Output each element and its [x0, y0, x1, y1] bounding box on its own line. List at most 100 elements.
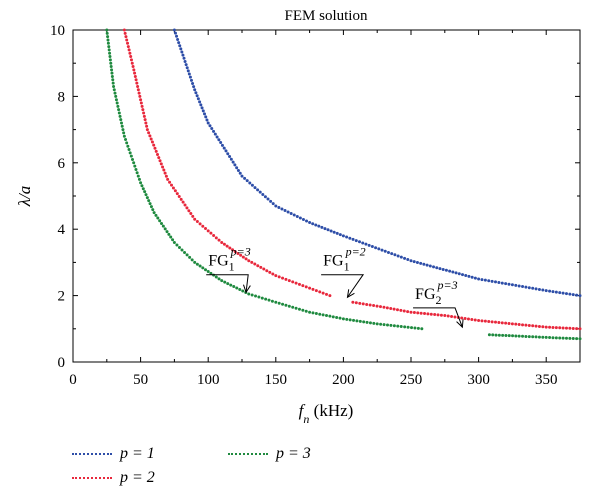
data-point — [439, 313, 443, 317]
data-point — [410, 326, 414, 330]
data-point — [187, 72, 191, 76]
data-point — [291, 305, 295, 309]
data-point — [419, 261, 423, 265]
data-point — [203, 112, 207, 116]
data-point — [229, 283, 233, 287]
data-point — [320, 225, 324, 229]
data-point — [111, 78, 115, 82]
data-point — [571, 326, 575, 330]
data-point — [568, 292, 572, 296]
data-point — [564, 326, 568, 330]
data-point — [126, 45, 130, 49]
data-point — [534, 335, 538, 339]
legend-label-p1: p = 1 — [120, 445, 155, 462]
data-point — [524, 285, 528, 289]
data-point — [193, 217, 197, 221]
data-point — [122, 134, 126, 138]
data-point — [265, 269, 269, 273]
data-point — [112, 84, 116, 88]
data-point — [253, 186, 257, 190]
data-point — [142, 111, 146, 115]
data-point — [575, 293, 579, 297]
data-point — [148, 134, 152, 138]
data-point — [171, 238, 175, 242]
data-point — [167, 232, 171, 236]
data-point — [253, 262, 257, 266]
data-point — [365, 320, 369, 324]
data-point — [425, 263, 429, 267]
data-point — [159, 221, 163, 225]
data-point — [321, 291, 325, 295]
x-axis-title-unit: (kHz) — [309, 401, 353, 420]
data-point — [490, 279, 494, 283]
data-point — [147, 131, 151, 135]
data-point — [314, 289, 318, 293]
data-point — [305, 219, 309, 223]
data-point — [419, 311, 423, 315]
data-point — [331, 315, 335, 319]
data-point — [393, 253, 397, 257]
plot-frame — [72, 29, 581, 363]
data-point — [209, 271, 213, 275]
data-point — [161, 165, 165, 169]
data-point — [284, 303, 288, 307]
data-point — [152, 143, 156, 147]
data-point — [283, 208, 287, 212]
data-point — [467, 274, 471, 278]
data-point — [396, 324, 400, 328]
data-point — [450, 315, 454, 319]
data-point — [114, 98, 118, 102]
data-point — [292, 213, 296, 217]
legend: p = 1 p = 2 p = 3 — [72, 445, 392, 491]
series-p2 — [351, 300, 582, 331]
data-point — [136, 88, 140, 92]
data-point — [314, 312, 318, 316]
data-point — [561, 336, 565, 340]
data-point — [274, 300, 278, 304]
data-point — [132, 68, 136, 72]
data-point — [217, 238, 221, 242]
data-point — [443, 314, 447, 318]
data-point — [271, 272, 275, 276]
data-point — [311, 311, 315, 315]
data-point — [150, 140, 154, 144]
data-point — [236, 251, 240, 255]
data-point — [517, 322, 521, 326]
data-point — [193, 88, 197, 92]
data-point — [291, 280, 295, 284]
data-point — [115, 101, 119, 105]
data-point — [504, 334, 508, 338]
data-point — [531, 286, 535, 290]
data-point — [214, 236, 218, 240]
series-p3 — [487, 333, 582, 341]
data-point — [228, 155, 232, 159]
data-point — [179, 197, 183, 201]
data-point — [477, 277, 481, 281]
data-point — [126, 144, 130, 148]
data-point — [256, 264, 260, 268]
data-point — [374, 246, 378, 250]
data-point — [497, 320, 501, 324]
data-point — [402, 309, 406, 313]
data-point — [129, 55, 133, 59]
data-point — [554, 290, 558, 294]
data-point — [470, 275, 474, 279]
data-point — [537, 335, 541, 339]
legend-swatch-p2 — [72, 477, 112, 479]
data-point — [260, 296, 264, 300]
data-point — [189, 78, 193, 82]
data-point — [140, 104, 144, 108]
data-point — [416, 311, 420, 315]
data-point — [568, 326, 572, 330]
data-point — [130, 61, 134, 65]
data-point — [578, 327, 582, 331]
data-point — [169, 235, 173, 239]
data-point — [311, 222, 315, 226]
data-point — [217, 277, 221, 281]
data-point — [551, 325, 555, 329]
data-point — [106, 41, 110, 45]
data-point — [125, 38, 129, 42]
data-point — [372, 304, 376, 308]
data-point — [365, 302, 369, 306]
data-point — [271, 202, 275, 206]
